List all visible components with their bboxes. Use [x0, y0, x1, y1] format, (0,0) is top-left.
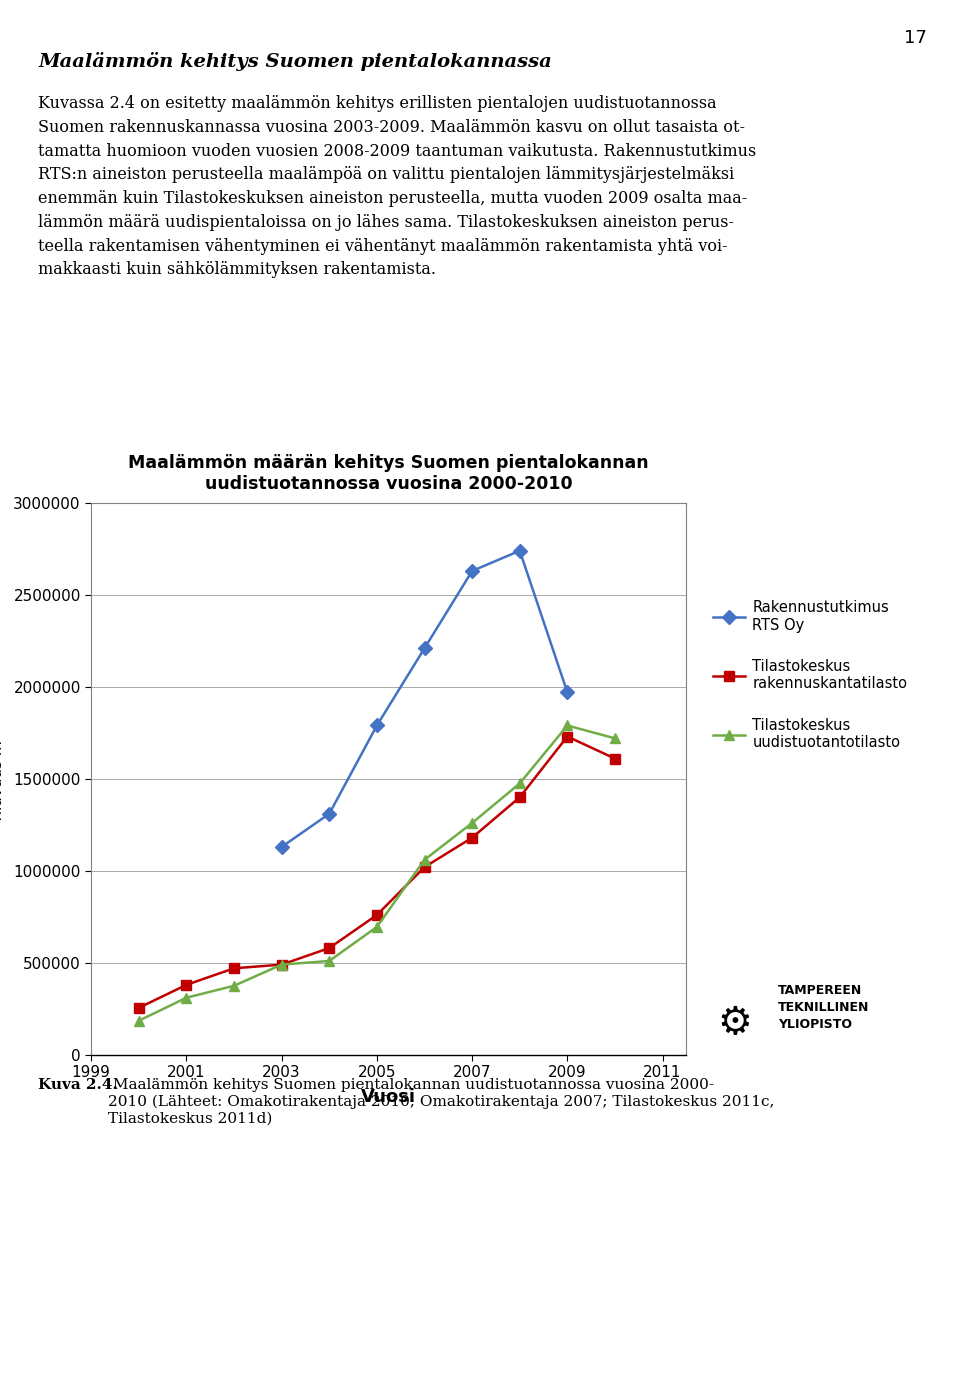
Rakennustutkimus
RTS Oy [419, 640, 430, 657]
Tilastokeskus
rakennuskantatilasto [180, 977, 192, 993]
Tilastokeskus
rakennuskantatilasto [514, 789, 525, 806]
Tilastokeskus
uudistuotantotilasto [562, 717, 573, 733]
Tilastokeskus
uudistuotantotilasto [276, 956, 287, 972]
Text: Maalämmön kehitys Suomen pientalokannassa: Maalämmön kehitys Suomen pientalokannass… [38, 52, 552, 71]
Rakennustutkimus
RTS Oy [514, 542, 525, 559]
Rakennustutkimus
RTS Oy [562, 685, 573, 701]
Text: TAMPEREEN
TEKNILLINEN
YLIOPISTO: TAMPEREEN TEKNILLINEN YLIOPISTO [778, 983, 869, 1031]
Tilastokeskus
uudistuotantotilasto [180, 989, 192, 1006]
Tilastokeskus
rakennuskantatilasto [562, 728, 573, 745]
Line: Rakennustutkimus
RTS Oy: Rakennustutkimus RTS Oy [276, 546, 572, 852]
Tilastokeskus
uudistuotantotilasto [133, 1013, 145, 1030]
Tilastokeskus
uudistuotantotilasto [467, 814, 478, 831]
Legend: Rakennustutkimus
RTS Oy, Tilastokeskus
rakennuskantatilasto, Tilastokeskus
uudis: Rakennustutkimus RTS Oy, Tilastokeskus r… [706, 592, 915, 757]
Tilastokeskus
rakennuskantatilasto [467, 830, 478, 847]
Text: ⚙: ⚙ [717, 1003, 752, 1042]
Tilastokeskus
rakennuskantatilasto [610, 750, 621, 767]
Tilastokeskus
uudistuotantotilasto [610, 731, 621, 747]
Tilastokeskus
rakennuskantatilasto [133, 999, 145, 1016]
Rakennustutkimus
RTS Oy [276, 838, 287, 855]
Tilastokeskus
uudistuotantotilasto [324, 953, 335, 970]
Line: Tilastokeskus
rakennuskantatilasto: Tilastokeskus rakennuskantatilasto [134, 732, 620, 1013]
Text: Kuva 2.4.: Kuva 2.4. [38, 1078, 118, 1092]
Line: Tilastokeskus
uudistuotantotilasto: Tilastokeskus uudistuotantotilasto [134, 721, 620, 1025]
Y-axis label: Tilavuus m³: Tilavuus m³ [0, 735, 5, 823]
Rakennustutkimus
RTS Oy [372, 717, 383, 733]
Rakennustutkimus
RTS Oy [467, 563, 478, 580]
Tilastokeskus
rakennuskantatilasto [419, 859, 430, 876]
Tilastokeskus
uudistuotantotilasto [372, 918, 383, 935]
Tilastokeskus
rakennuskantatilasto [324, 940, 335, 957]
Text: Kuvassa 2.4 on esitetty maalämmön kehitys erillisten pientalojen uudistuotannoss: Kuvassa 2.4 on esitetty maalämmön kehity… [38, 95, 756, 278]
Rakennustutkimus
RTS Oy [324, 806, 335, 823]
Tilastokeskus
uudistuotantotilasto [514, 775, 525, 792]
Tilastokeskus
uudistuotantotilasto [228, 978, 240, 995]
Tilastokeskus
uudistuotantotilasto [419, 851, 430, 868]
Tilastokeskus
rakennuskantatilasto [276, 956, 287, 972]
Text: Maalämmön kehitys Suomen pientalokannan uudistuotannossa vuosina 2000-
2010 (Läh: Maalämmön kehitys Suomen pientalokannan … [108, 1078, 775, 1126]
X-axis label: Vuosi: Vuosi [361, 1088, 417, 1106]
Tilastokeskus
rakennuskantatilasto [228, 960, 240, 977]
Title: Maalämmön määrän kehitys Suomen pientalokannan
uudistuotannossa vuosina 2000-201: Maalämmön määrän kehitys Suomen pientalo… [129, 454, 649, 493]
Text: 17: 17 [903, 29, 926, 47]
Tilastokeskus
rakennuskantatilasto [372, 907, 383, 923]
